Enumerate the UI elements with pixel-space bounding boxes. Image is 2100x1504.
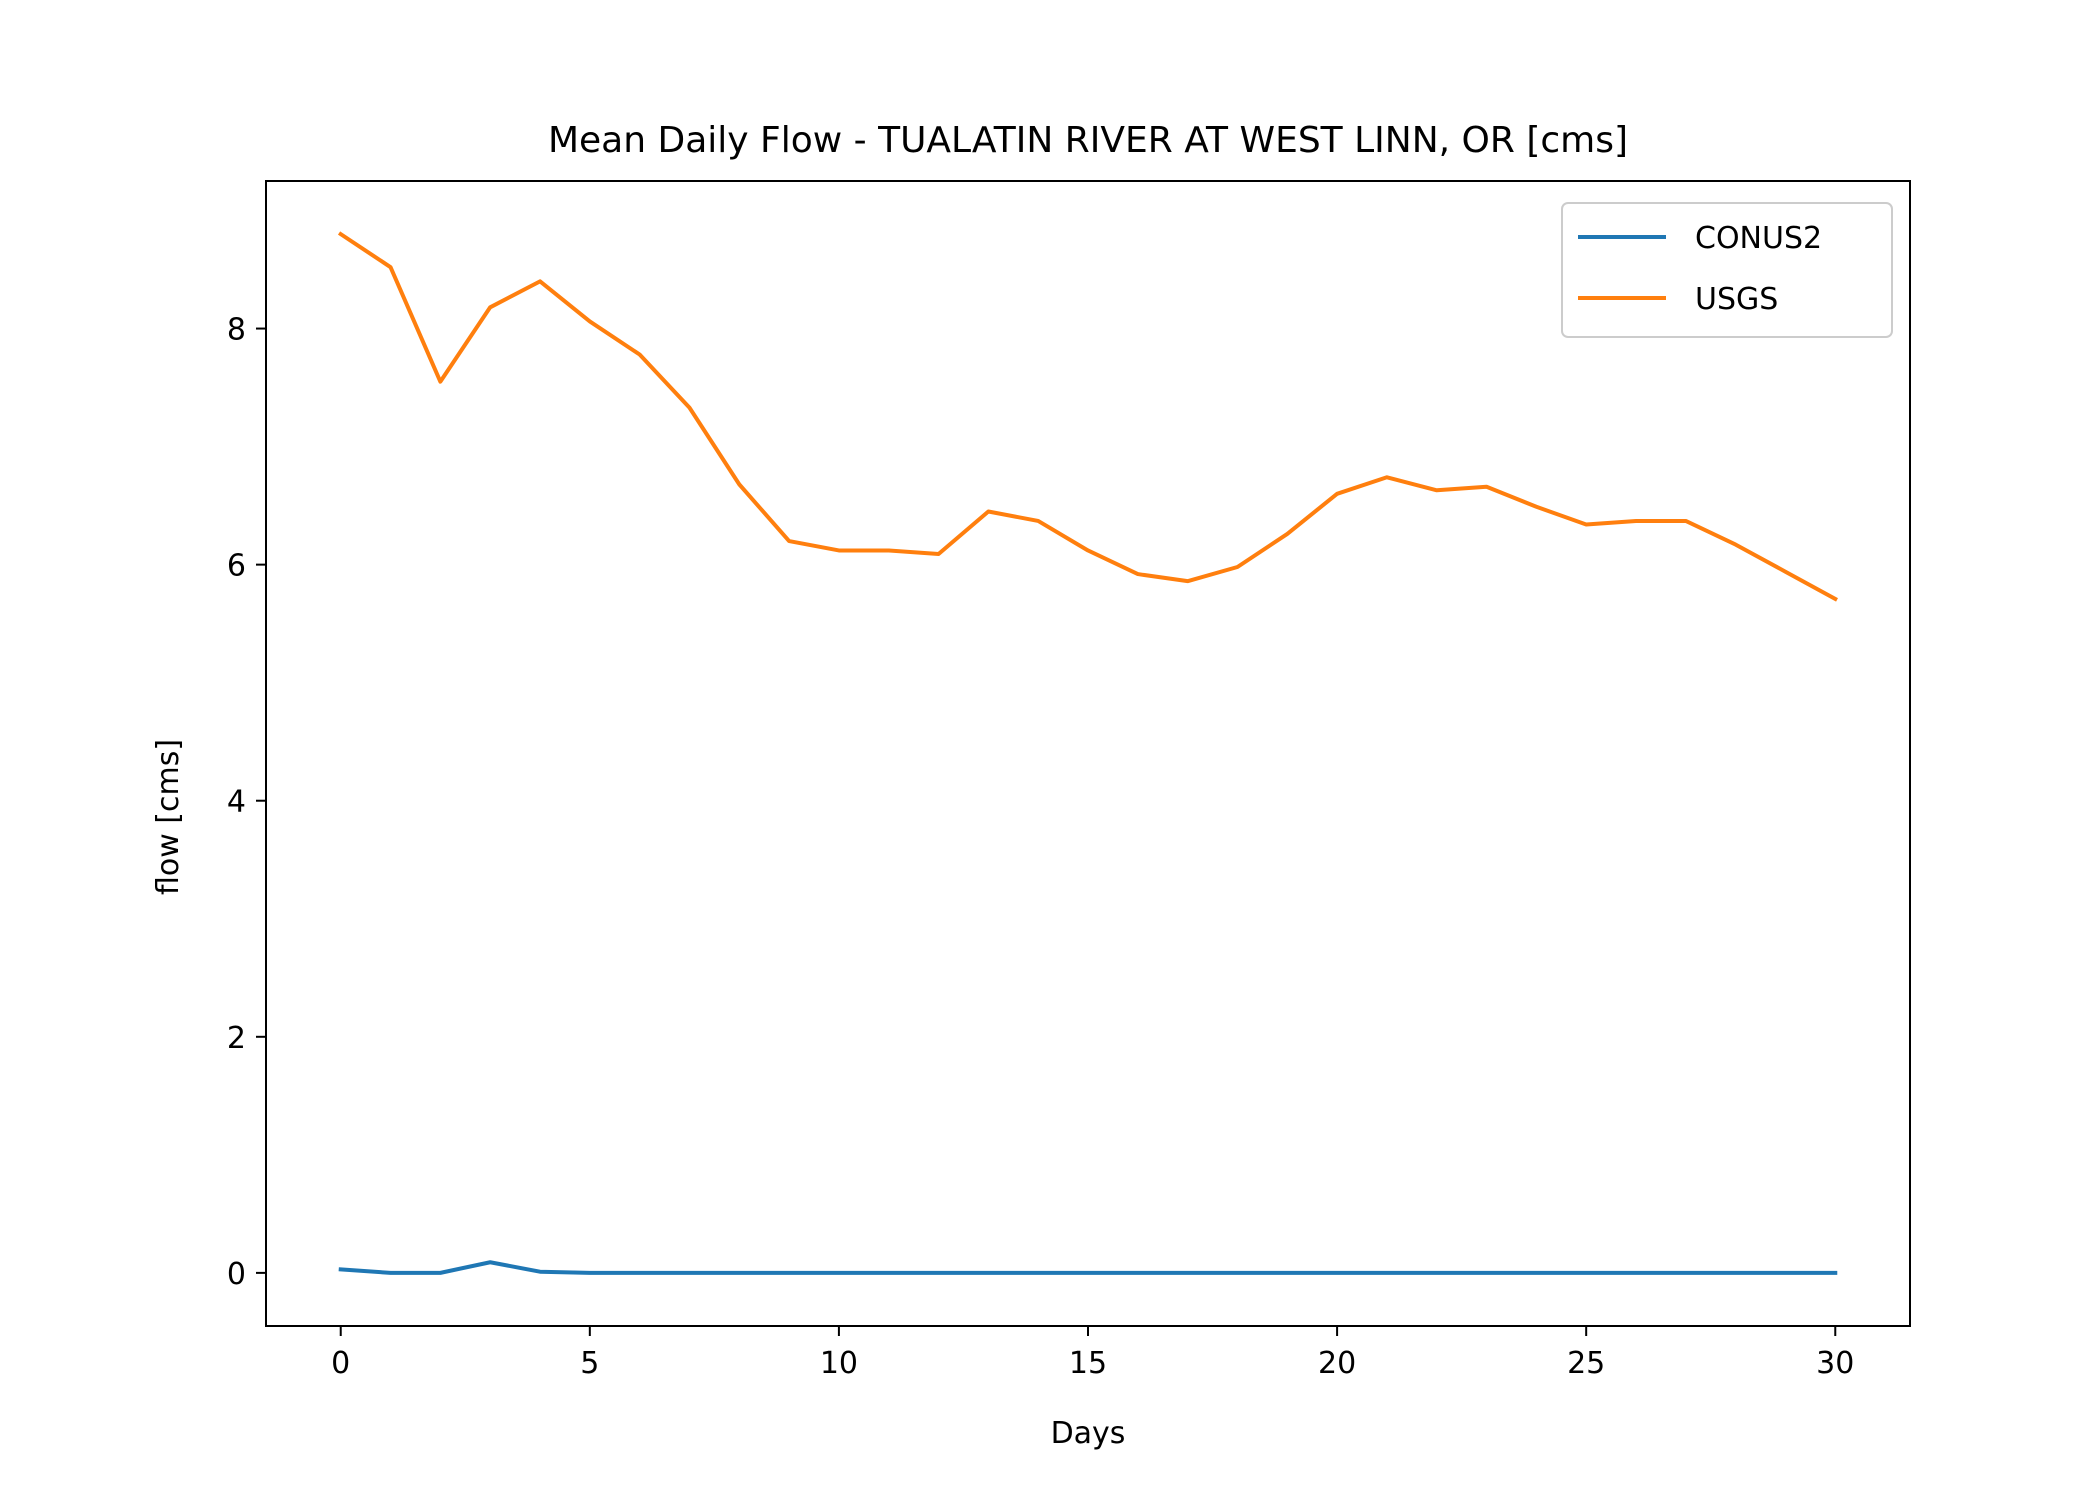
series-line-conus2 bbox=[338, 1260, 1838, 1275]
chart-title: Mean Daily Flow - TUALATIN RIVER AT WEST… bbox=[548, 120, 1628, 161]
legend-label-usgs: USGS bbox=[1695, 282, 1778, 317]
y-tick-label: 6 bbox=[227, 549, 246, 584]
y-tick-label: 0 bbox=[227, 1257, 246, 1292]
y-tick-label: 8 bbox=[227, 313, 246, 348]
y-axis-title: flow [cms] bbox=[151, 739, 186, 895]
plot-area: 0 5 10 15 20 25 30 0 2 4 6 8 bbox=[227, 180, 1911, 1381]
x-tick-label: 0 bbox=[331, 1346, 350, 1381]
legend-label-conus2: CONUS2 bbox=[1695, 221, 1822, 256]
series-line-usgs bbox=[337, 231, 1838, 602]
legend: CONUS2 USGS bbox=[1561, 202, 1893, 338]
x-tick-label: 20 bbox=[1318, 1346, 1356, 1381]
x-tick-label: 15 bbox=[1069, 1346, 1107, 1381]
x-tick-label: 5 bbox=[580, 1346, 599, 1381]
x-tick-label: 10 bbox=[820, 1346, 858, 1381]
x-tick-label: 25 bbox=[1567, 1346, 1605, 1381]
y-tick-label: 2 bbox=[227, 1021, 246, 1056]
x-axis-title: Days bbox=[1051, 1416, 1126, 1451]
y-tick-label: 4 bbox=[227, 785, 246, 820]
x-tick-label: 30 bbox=[1816, 1346, 1854, 1381]
